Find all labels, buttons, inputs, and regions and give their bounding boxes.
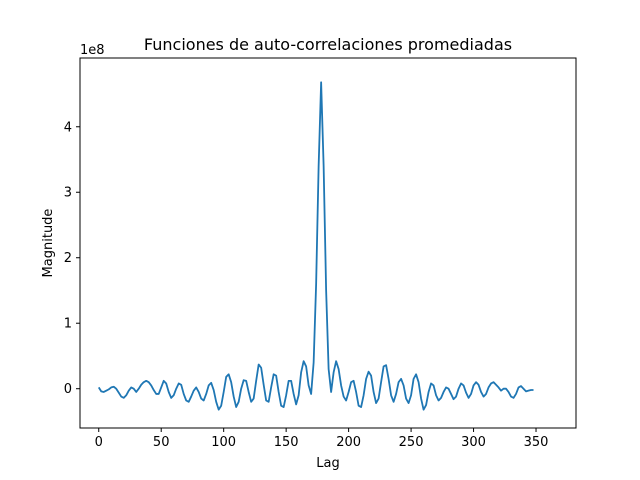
y-scale-label: 1e8 [80,43,105,58]
x-tick-label: 150 [274,435,299,450]
y-tick-label: 2 [64,251,72,266]
y-tick-label: 1 [64,317,72,332]
y-tick-label: 3 [64,186,72,201]
x-tick-label: 300 [461,435,486,450]
x-axis-label: Lag [316,456,339,471]
y-tick-label: 4 [64,120,72,135]
chart-title: Funciones de auto-correlaciones promedia… [144,35,512,54]
series-line [97,81,534,411]
x-tick-label: 200 [336,435,361,450]
plot-frame [79,57,577,429]
y-tick-label: 0 [64,382,72,397]
x-tick-label: 250 [399,435,424,450]
x-tick-label: 100 [211,435,236,450]
x-tick-label: 50 [153,435,170,450]
x-tick-label: 350 [524,435,549,450]
x-tick-label: 0 [95,435,103,450]
y-axis-label: Magnitude [41,209,56,278]
